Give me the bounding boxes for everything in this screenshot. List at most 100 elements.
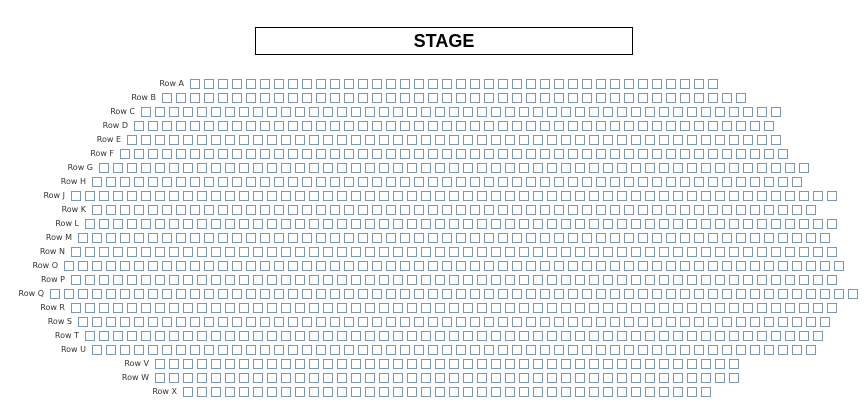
seat[interactable]: [519, 359, 529, 369]
seat[interactable]: [708, 345, 718, 355]
seat[interactable]: [652, 149, 662, 159]
seat[interactable]: [729, 303, 739, 313]
seat[interactable]: [162, 261, 172, 271]
seat[interactable]: [218, 317, 228, 327]
seat[interactable]: [372, 79, 382, 89]
seat[interactable]: [575, 303, 585, 313]
seat[interactable]: [211, 275, 221, 285]
seat[interactable]: [533, 387, 543, 397]
seat[interactable]: [498, 149, 508, 159]
seat[interactable]: [806, 261, 816, 271]
seat[interactable]: [99, 191, 109, 201]
seat[interactable]: [155, 191, 165, 201]
seat[interactable]: [449, 373, 459, 383]
seat[interactable]: [379, 373, 389, 383]
seat[interactable]: [428, 317, 438, 327]
seat[interactable]: [778, 345, 788, 355]
seat[interactable]: [757, 303, 767, 313]
seat[interactable]: [281, 191, 291, 201]
seat[interactable]: [421, 275, 431, 285]
seat[interactable]: [820, 317, 830, 327]
seat[interactable]: [267, 331, 277, 341]
seat[interactable]: [274, 205, 284, 215]
seat[interactable]: [764, 149, 774, 159]
seat[interactable]: [638, 177, 648, 187]
seat[interactable]: [561, 163, 571, 173]
seat[interactable]: [64, 289, 74, 299]
seat[interactable]: [309, 359, 319, 369]
seat[interactable]: [638, 205, 648, 215]
seat[interactable]: [624, 205, 634, 215]
seat[interactable]: [239, 275, 249, 285]
seat[interactable]: [337, 219, 347, 229]
seat[interactable]: [183, 387, 193, 397]
seat[interactable]: [414, 233, 424, 243]
seat[interactable]: [204, 79, 214, 89]
seat[interactable]: [680, 289, 690, 299]
seat[interactable]: [190, 93, 200, 103]
seat[interactable]: [456, 79, 466, 89]
seat[interactable]: [680, 121, 690, 131]
seat[interactable]: [323, 331, 333, 341]
seat[interactable]: [134, 177, 144, 187]
seat[interactable]: [820, 289, 830, 299]
seat[interactable]: [624, 317, 634, 327]
seat[interactable]: [631, 275, 641, 285]
seat[interactable]: [372, 93, 382, 103]
seat[interactable]: [666, 79, 676, 89]
seat[interactable]: [267, 219, 277, 229]
seat[interactable]: [582, 93, 592, 103]
seat[interactable]: [470, 177, 480, 187]
seat[interactable]: [540, 79, 550, 89]
seat[interactable]: [316, 289, 326, 299]
seat[interactable]: [414, 177, 424, 187]
seat[interactable]: [729, 331, 739, 341]
seat[interactable]: [624, 261, 634, 271]
seat[interactable]: [274, 345, 284, 355]
seat[interactable]: [92, 205, 102, 215]
seat[interactable]: [463, 373, 473, 383]
seat[interactable]: [267, 303, 277, 313]
seat[interactable]: [211, 387, 221, 397]
seat[interactable]: [351, 359, 361, 369]
seat[interactable]: [204, 93, 214, 103]
seat[interactable]: [792, 345, 802, 355]
seat[interactable]: [610, 93, 620, 103]
seat[interactable]: [484, 79, 494, 89]
seat[interactable]: [631, 163, 641, 173]
seat[interactable]: [225, 191, 235, 201]
seat[interactable]: [596, 121, 606, 131]
seat[interactable]: [400, 317, 410, 327]
seat[interactable]: [120, 317, 130, 327]
seat[interactable]: [680, 177, 690, 187]
seat[interactable]: [176, 149, 186, 159]
seat[interactable]: [302, 121, 312, 131]
seat[interactable]: [708, 177, 718, 187]
seat[interactable]: [694, 233, 704, 243]
seat[interactable]: [568, 233, 578, 243]
seat[interactable]: [484, 289, 494, 299]
seat[interactable]: [316, 205, 326, 215]
seat[interactable]: [85, 191, 95, 201]
seat[interactable]: [834, 261, 844, 271]
seat[interactable]: [498, 79, 508, 89]
seat[interactable]: [498, 121, 508, 131]
seat[interactable]: [582, 205, 592, 215]
seat[interactable]: [204, 345, 214, 355]
seat[interactable]: [85, 331, 95, 341]
seat[interactable]: [750, 121, 760, 131]
seat[interactable]: [582, 149, 592, 159]
seat[interactable]: [260, 289, 270, 299]
seat[interactable]: [729, 219, 739, 229]
seat[interactable]: [449, 219, 459, 229]
seat[interactable]: [687, 275, 697, 285]
seat[interactable]: [281, 373, 291, 383]
seat[interactable]: [778, 261, 788, 271]
seat[interactable]: [295, 373, 305, 383]
seat[interactable]: [302, 79, 312, 89]
seat[interactable]: [358, 289, 368, 299]
seat[interactable]: [547, 219, 557, 229]
seat[interactable]: [400, 79, 410, 89]
seat[interactable]: [134, 345, 144, 355]
seat[interactable]: [736, 345, 746, 355]
